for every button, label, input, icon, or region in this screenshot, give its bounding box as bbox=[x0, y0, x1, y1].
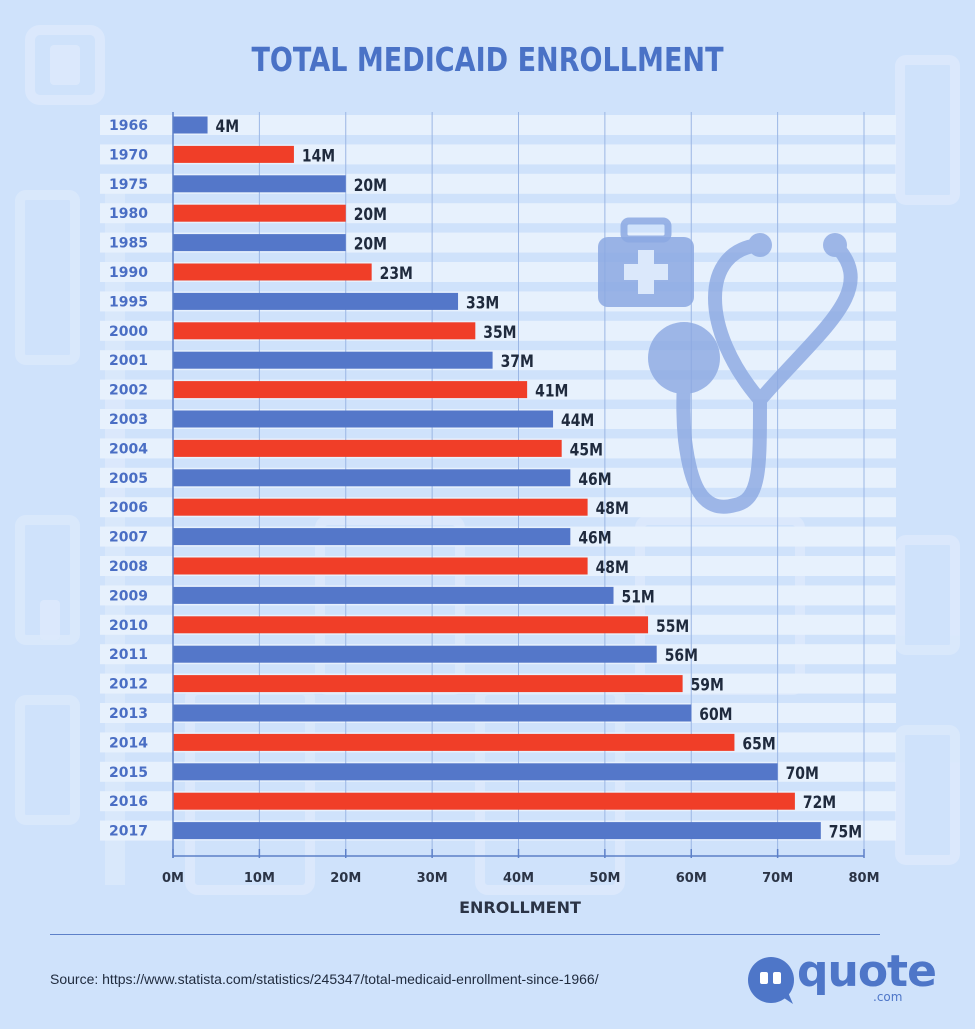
y-tick-label: 1995 bbox=[109, 294, 148, 310]
y-tick-label: 2006 bbox=[109, 500, 148, 516]
bar-value-label: 41M bbox=[535, 381, 568, 401]
bar-2014 bbox=[173, 733, 735, 751]
y-tick-label: 2014 bbox=[109, 735, 148, 751]
bar-1975 bbox=[173, 175, 346, 193]
bar-value-label: 75M bbox=[829, 822, 862, 842]
source-text: Source: https://www.statista.com/statist… bbox=[50, 971, 599, 987]
bar-2003 bbox=[173, 410, 554, 428]
bar-1970 bbox=[173, 145, 294, 163]
y-tick-label: 2013 bbox=[109, 706, 148, 722]
bar-1980 bbox=[173, 204, 346, 222]
bar-2001 bbox=[173, 351, 493, 369]
bar-2004 bbox=[173, 439, 562, 457]
y-tick-label: 2001 bbox=[109, 353, 148, 369]
y-tick-label: 2003 bbox=[109, 412, 148, 428]
bar-value-label: 51M bbox=[622, 587, 655, 607]
bar-2012 bbox=[173, 675, 683, 693]
bar-value-label: 4M bbox=[216, 117, 240, 137]
bar-value-label: 14M bbox=[302, 146, 335, 166]
decorative-illustration bbox=[598, 217, 858, 514]
bar-2000 bbox=[173, 322, 476, 340]
y-tick-label: 2012 bbox=[109, 677, 148, 693]
y-tick-label: 2009 bbox=[109, 588, 148, 604]
bar-value-label: 20M bbox=[354, 205, 387, 225]
y-tick-label: 2000 bbox=[109, 324, 148, 340]
stethoscope-icon bbox=[648, 233, 858, 514]
x-axis-label: ENROLLMENT bbox=[459, 898, 581, 917]
row-band bbox=[100, 115, 896, 135]
row-band bbox=[100, 144, 896, 165]
bar-2013 bbox=[173, 704, 692, 722]
bar-2017 bbox=[173, 822, 821, 840]
bar-value-label: 46M bbox=[578, 528, 611, 548]
bar-value-label: 33M bbox=[466, 293, 499, 313]
logo-suffix: .com bbox=[873, 990, 903, 1004]
bar-2011 bbox=[173, 645, 657, 663]
x-tick-label: 10M bbox=[244, 871, 275, 886]
bar-value-label: 37M bbox=[501, 352, 534, 372]
bar-value-label: 20M bbox=[354, 175, 387, 195]
y-tick-label: 2007 bbox=[109, 530, 148, 546]
x-tick-label: 70M bbox=[762, 871, 793, 886]
bar-value-label: 60M bbox=[699, 705, 732, 725]
bar-2005 bbox=[173, 469, 571, 487]
bar-chart: 0M 10M 20M 30M 40M 50M 60M 70M 80M 1966 4M 1970 14M 1… bbox=[100, 112, 896, 886]
logo-text: quote bbox=[797, 946, 937, 997]
y-tick-label: 2008 bbox=[109, 559, 148, 575]
x-tick-label: 20M bbox=[330, 871, 361, 886]
bar-2006 bbox=[173, 498, 588, 516]
bar-2002 bbox=[173, 381, 528, 399]
y-tick-label: 1990 bbox=[109, 265, 148, 281]
y-tick-label: 2004 bbox=[109, 441, 148, 457]
bar-value-label: 48M bbox=[596, 499, 629, 519]
bar-value-label: 23M bbox=[380, 264, 413, 284]
footer-divider bbox=[50, 934, 880, 935]
bar-value-label: 48M bbox=[596, 558, 629, 578]
y-tick-label: 2016 bbox=[109, 794, 148, 810]
x-tick-label: 40M bbox=[503, 871, 534, 886]
y-tick-label: 2017 bbox=[109, 824, 148, 840]
y-tick-label: 2005 bbox=[109, 471, 148, 487]
bar-value-label: 70M bbox=[786, 763, 819, 783]
bar-value-label: 65M bbox=[742, 734, 775, 754]
y-tick-label: 2011 bbox=[109, 647, 148, 663]
y-tick-label: 1985 bbox=[109, 236, 148, 252]
x-tick-label: 0M bbox=[162, 871, 184, 886]
y-tick-label: 2002 bbox=[109, 383, 148, 399]
x-tick-label: 30M bbox=[417, 871, 448, 886]
x-tick-label: 60M bbox=[676, 871, 707, 886]
bar-1990 bbox=[173, 263, 372, 281]
y-tick-label: 2015 bbox=[109, 765, 148, 781]
bar-2008 bbox=[173, 557, 588, 575]
chart-title: TOTAL MEDICAID ENROLLMENT bbox=[251, 40, 724, 79]
bar-2009 bbox=[173, 586, 614, 604]
bar-2010 bbox=[173, 616, 649, 634]
bar-2015 bbox=[173, 763, 778, 781]
bar-value-label: 72M bbox=[803, 793, 836, 813]
quote-logo[interactable]: quote .com bbox=[745, 946, 937, 1010]
y-tick-label: 2010 bbox=[109, 618, 148, 634]
bar-value-label: 59M bbox=[691, 675, 724, 695]
bar-1985 bbox=[173, 234, 346, 252]
bar-value-label: 44M bbox=[561, 411, 594, 431]
bar-value-label: 56M bbox=[665, 646, 698, 666]
quote-bubble-icon bbox=[748, 957, 794, 1004]
bar-2016 bbox=[173, 792, 795, 810]
x-tick-label: 50M bbox=[589, 871, 620, 886]
bar-value-label: 55M bbox=[656, 616, 689, 636]
bar-value-label: 46M bbox=[578, 469, 611, 489]
y-tick-label: 1970 bbox=[109, 147, 148, 163]
bar-1966 bbox=[173, 116, 208, 134]
y-tick-label: 1966 bbox=[109, 118, 148, 134]
bar-1995 bbox=[173, 292, 459, 310]
y-tick-label: 1980 bbox=[109, 206, 148, 222]
x-tick-label: 80M bbox=[848, 871, 879, 886]
bar-value-label: 20M bbox=[354, 234, 387, 254]
bar-value-label: 35M bbox=[483, 322, 516, 342]
y-tick-label: 1975 bbox=[109, 177, 148, 193]
bar-value-label: 45M bbox=[570, 440, 603, 460]
bar-2007 bbox=[173, 528, 571, 546]
